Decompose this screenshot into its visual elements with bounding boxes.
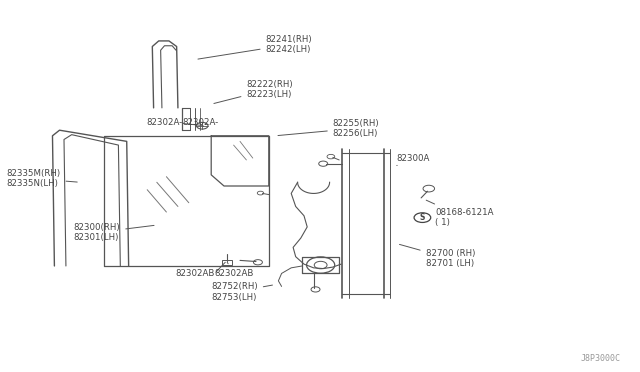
Text: 82752(RH)
82753(LH): 82752(RH) 82753(LH) [211,282,273,302]
Text: 82255(RH)
82256(LH): 82255(RH) 82256(LH) [278,119,380,138]
Text: 82300A: 82300A [397,154,430,166]
Text: 82241(RH)
82242(LH): 82241(RH) 82242(LH) [198,35,312,59]
Text: 82302AB: 82302AB [214,262,254,278]
Text: 82302A-: 82302A- [146,118,182,127]
Text: J8P3000C: J8P3000C [581,354,621,363]
Text: 82222(RH)
82223(LH): 82222(RH) 82223(LH) [214,80,293,103]
Text: 82300(RH)
82301(LH): 82300(RH) 82301(LH) [74,223,154,242]
Text: 82335M(RH)
82335N(LH): 82335M(RH) 82335N(LH) [6,169,77,188]
Text: 82700 (RH)
82701 (LH): 82700 (RH) 82701 (LH) [399,244,475,268]
Text: S: S [420,213,425,222]
Text: 82302A-: 82302A- [182,118,219,127]
Text: 08168-6121A
( 1): 08168-6121A ( 1) [426,200,493,227]
Text: 82302AB: 82302AB [175,269,214,278]
